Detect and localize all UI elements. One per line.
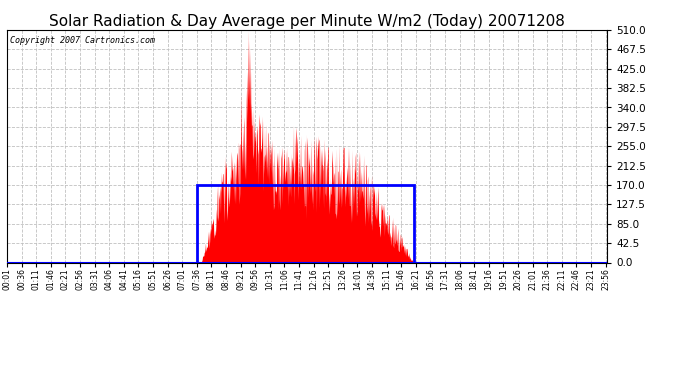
Text: Copyright 2007 Cartronics.com: Copyright 2007 Cartronics.com bbox=[10, 36, 155, 45]
Title: Solar Radiation & Day Average per Minute W/m2 (Today) 20071208: Solar Radiation & Day Average per Minute… bbox=[49, 14, 565, 29]
Bar bbox=[197, 185, 413, 262]
